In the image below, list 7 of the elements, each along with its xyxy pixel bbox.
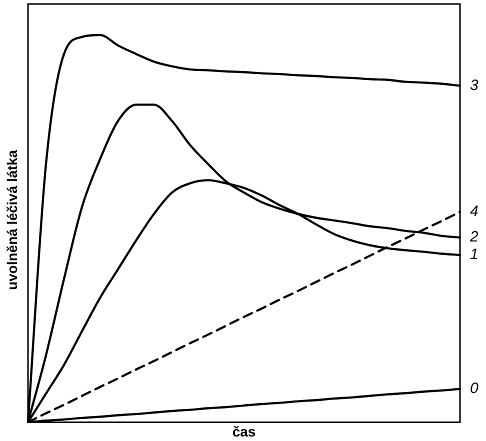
- series-label: 4: [470, 203, 478, 220]
- x-axis-title: čas: [232, 423, 256, 440]
- series-label: 1: [470, 246, 478, 264]
- series-label: 0: [470, 380, 479, 398]
- series-label: 2: [469, 228, 479, 246]
- series-label: 3: [470, 76, 479, 94]
- y-axis-title: uvolněná léčivá látka: [4, 150, 20, 290]
